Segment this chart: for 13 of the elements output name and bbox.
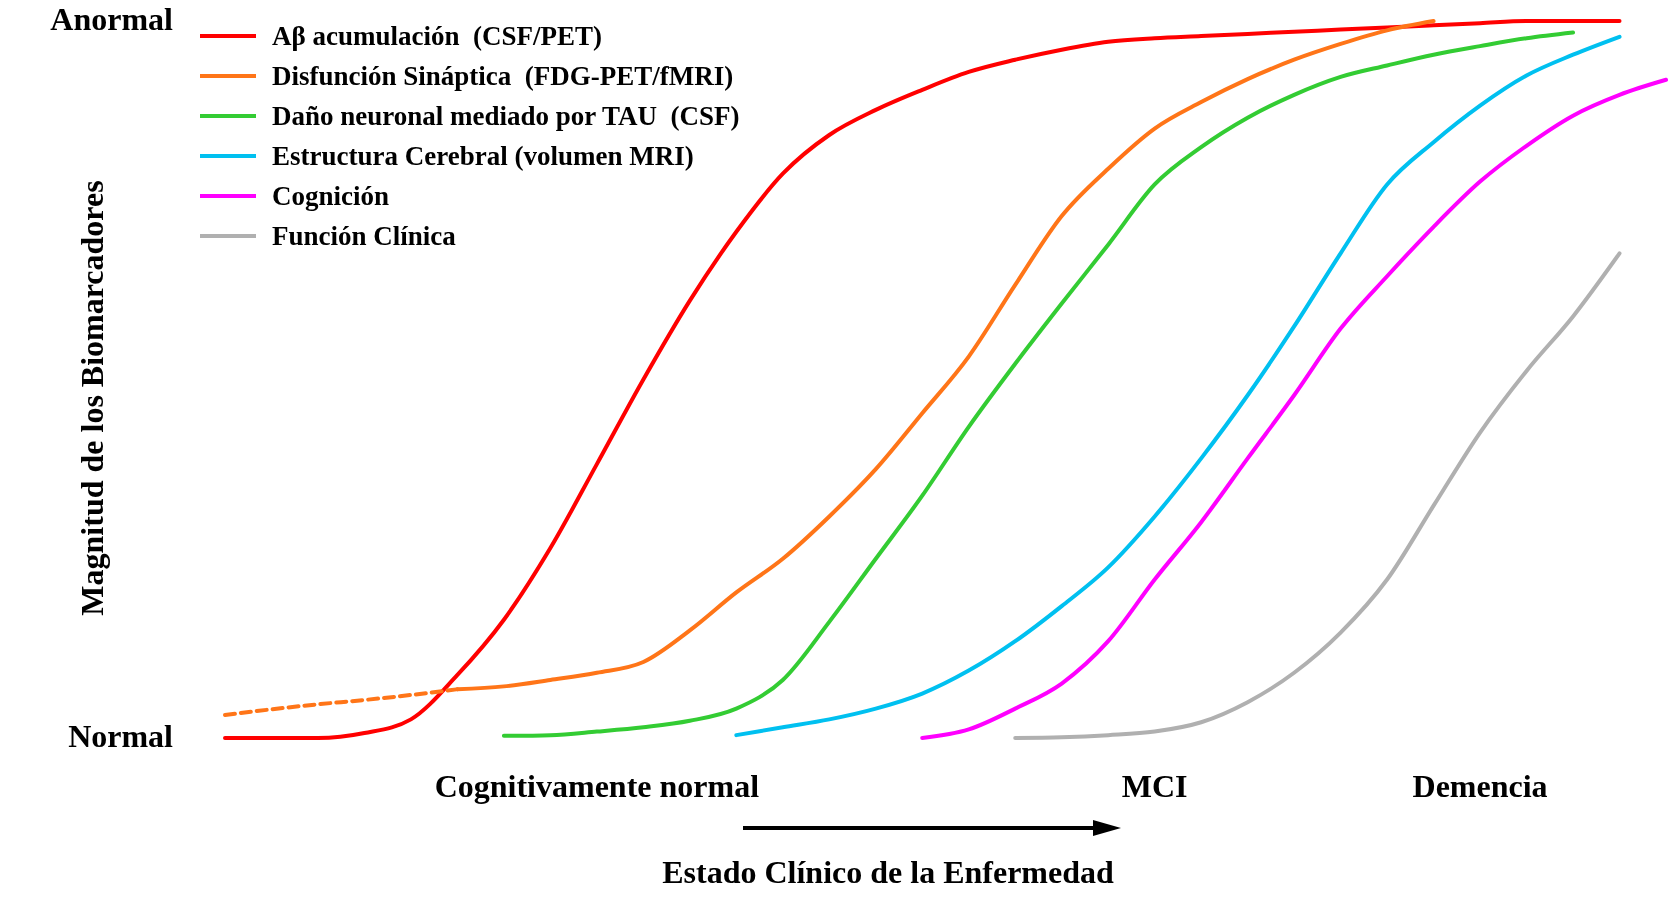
legend-label: Estructura Cerebral (volumen MRI) [272,140,694,172]
x-tick-label: Demencia [1412,767,1548,804]
x-tick-label: MCI [1121,767,1188,804]
legend-label: Cognición [272,180,390,212]
legend-label: Daño neuronal mediado por TAU (CSF) [272,100,740,132]
legend-label: Disfunción Sináptica (FDG-PET/fMRI) [272,60,734,92]
legend-label: Función Clínica [272,220,456,252]
x-axis-title: Estado Clínico de la Enfermedad [662,854,1114,890]
text: Normal [68,718,173,755]
legend-label: Aβ acumulación (CSF/PET) [272,20,602,52]
y-axis-title: Magnitud de los Biomarcadores [74,180,110,616]
text: Anormal [50,1,173,38]
x-tick-label: Cognitivamente normal [434,767,760,804]
